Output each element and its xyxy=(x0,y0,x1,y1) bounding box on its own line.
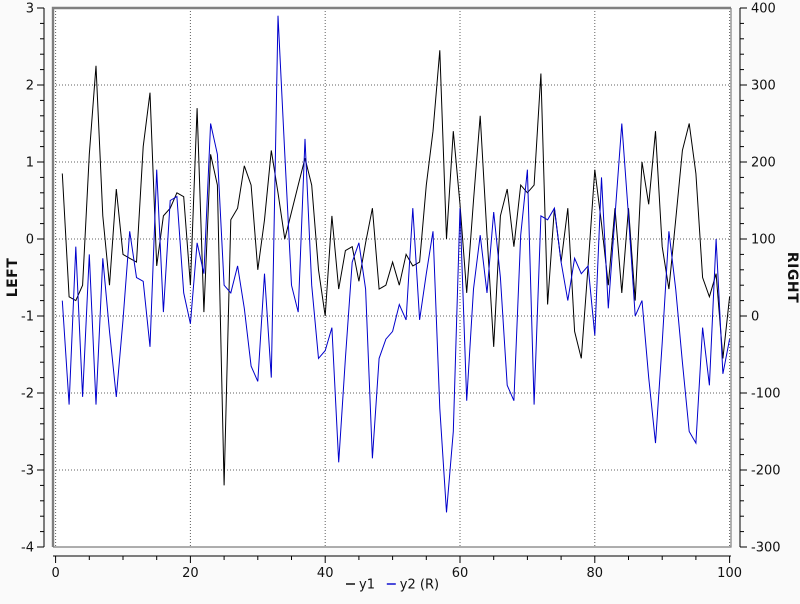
right-tick-label: -200 xyxy=(751,464,781,479)
plot-area xyxy=(53,8,731,547)
x-tick-label: 80 xyxy=(587,566,604,581)
left-tick-label: 3 xyxy=(26,2,34,17)
right-tick-label: 300 xyxy=(751,79,776,94)
legend-label: y1 xyxy=(359,578,375,593)
left-tick-label: -4 xyxy=(21,541,34,556)
x-tick-label: 100 xyxy=(717,566,742,581)
x-tick-label: 40 xyxy=(317,566,334,581)
plot-border-topleft xyxy=(51,6,731,547)
left-tick-label: -2 xyxy=(21,387,34,402)
left-tick-label: -3 xyxy=(21,464,34,479)
plot-border-bottomright xyxy=(53,8,732,548)
right-tick-label: -300 xyxy=(751,541,781,556)
x-tick-label: 0 xyxy=(51,566,59,581)
right-tick-label: 100 xyxy=(751,233,776,248)
series-line-y1 xyxy=(61,50,731,486)
series-line-y2-R xyxy=(61,15,731,513)
x-tick-label: 60 xyxy=(452,566,469,581)
legend-label: y2 (R) xyxy=(400,578,439,593)
right-tick-label: 200 xyxy=(751,156,776,171)
x-tick-label: 20 xyxy=(182,566,199,581)
left-tick-label: 2 xyxy=(26,79,34,94)
right-tick-label: 400 xyxy=(751,2,776,17)
right-axis-title: RIGHT xyxy=(784,252,800,303)
left-tick-label: 0 xyxy=(26,233,34,248)
left-tick-label: 1 xyxy=(26,156,34,171)
left-axis-title: LEFT xyxy=(5,258,21,298)
left-tick-label: -1 xyxy=(21,310,34,325)
right-tick-label: 0 xyxy=(751,310,759,325)
right-tick-label: -100 xyxy=(751,387,781,402)
